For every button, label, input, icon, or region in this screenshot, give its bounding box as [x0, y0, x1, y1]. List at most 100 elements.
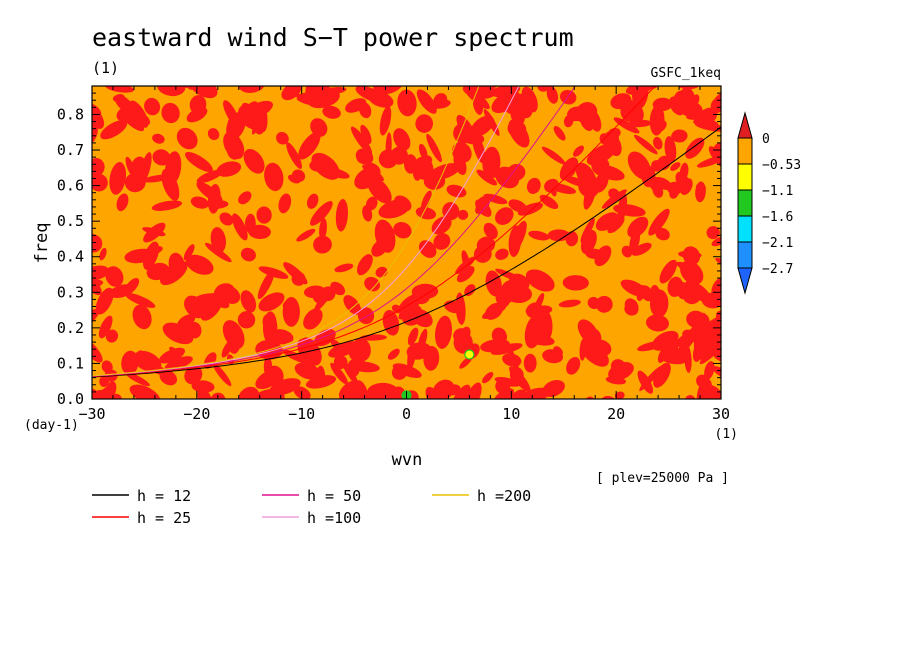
field-blob — [227, 114, 246, 133]
field-blob — [542, 380, 565, 397]
field-blob — [442, 202, 460, 221]
field-blob — [508, 389, 528, 399]
field-blob — [105, 329, 119, 343]
y-tick-label: 0.2 — [57, 319, 84, 337]
field-blob — [132, 304, 152, 330]
field-blob — [92, 336, 103, 363]
field-blob — [470, 115, 494, 137]
field-blob — [412, 158, 424, 181]
field-blob — [523, 353, 537, 373]
field-blob — [462, 86, 495, 99]
field-blob — [407, 327, 419, 346]
field-blob — [322, 105, 341, 119]
field-blob — [493, 168, 509, 179]
field-blob — [526, 334, 555, 346]
field-blob — [357, 254, 373, 276]
field-blob — [426, 134, 442, 163]
field-blob — [528, 230, 550, 241]
field-blob — [455, 292, 466, 325]
field-blob — [493, 388, 515, 399]
field-blob — [610, 359, 626, 373]
field-blob — [237, 311, 256, 329]
field-blob — [196, 169, 223, 184]
field-blob — [161, 102, 180, 124]
field-blob — [152, 133, 165, 144]
field-blob — [92, 102, 105, 129]
field-blob — [142, 241, 160, 270]
field-blob — [695, 183, 706, 192]
field-blob — [397, 294, 416, 312]
field-blob — [365, 162, 381, 177]
field-blob — [360, 124, 372, 144]
field-blob — [659, 259, 678, 284]
field-blob — [393, 128, 411, 151]
field-blob — [92, 158, 105, 177]
field-blob — [415, 206, 437, 220]
field-blob — [525, 269, 555, 292]
field-blob — [583, 328, 602, 353]
spectrum-field — [92, 86, 737, 399]
y-axis: 0.0 0.1 0.2 0.3 0.4 0.5 0.6 0.7 0.8 — [57, 92, 721, 408]
field-blob — [226, 141, 242, 160]
field-blob — [678, 87, 696, 116]
field-blob — [537, 86, 552, 92]
field-blob — [722, 321, 737, 340]
x-tick-label: −30 — [78, 405, 105, 423]
field-blob — [287, 174, 301, 184]
x-tick-label: 10 — [502, 405, 520, 423]
field-blob — [627, 119, 652, 128]
field-blob — [566, 356, 581, 375]
x-tick-label: 20 — [607, 405, 625, 423]
field-blob — [547, 229, 570, 242]
field-blob — [92, 124, 98, 145]
field-blob — [498, 280, 516, 306]
field-blob — [219, 212, 234, 226]
field-blob — [124, 278, 140, 295]
field-blob — [483, 193, 508, 205]
field-blob — [453, 331, 473, 354]
field-blob — [553, 346, 563, 356]
field-blob — [105, 266, 124, 287]
field-blob — [330, 362, 348, 385]
field-blob — [402, 311, 421, 326]
field-blob — [418, 240, 437, 258]
field-blob — [363, 393, 392, 399]
field-blob — [502, 353, 522, 367]
field-blob — [489, 86, 521, 98]
field-blob — [152, 149, 171, 166]
field-blob — [184, 365, 203, 385]
field-blob — [495, 248, 509, 260]
field-blob — [679, 162, 689, 180]
field-blob — [594, 245, 612, 267]
colorbar-top-arrow — [737, 111, 753, 139]
x-tick-label: 30 — [712, 405, 730, 423]
field-blob — [482, 146, 501, 179]
y-tick-label: 0.7 — [57, 141, 84, 159]
field-blob — [185, 254, 214, 275]
field-blob — [248, 224, 271, 240]
field-blob — [633, 134, 658, 155]
field-blob — [580, 218, 595, 243]
field-blob — [151, 200, 183, 211]
field-blob — [367, 91, 394, 108]
field-blob — [213, 283, 236, 304]
field-blob — [343, 295, 361, 315]
field-blob — [592, 164, 625, 181]
field-blob — [184, 151, 213, 173]
field-blob — [684, 395, 696, 399]
field-blob — [379, 105, 392, 136]
field-blob — [283, 262, 308, 285]
field-blob — [109, 162, 127, 195]
field-blob — [112, 94, 125, 102]
dataset-label: GSFC_1keq — [651, 66, 721, 81]
y-tick-label: 0.4 — [57, 248, 84, 266]
field-blob — [158, 347, 186, 364]
field-blob — [607, 216, 625, 234]
field-blob — [662, 340, 679, 360]
field-blob — [617, 193, 628, 222]
field-blob — [306, 193, 319, 209]
field-blob — [680, 178, 693, 195]
field-blob — [378, 149, 398, 169]
field-blob — [587, 296, 600, 310]
field-blob — [653, 362, 671, 388]
